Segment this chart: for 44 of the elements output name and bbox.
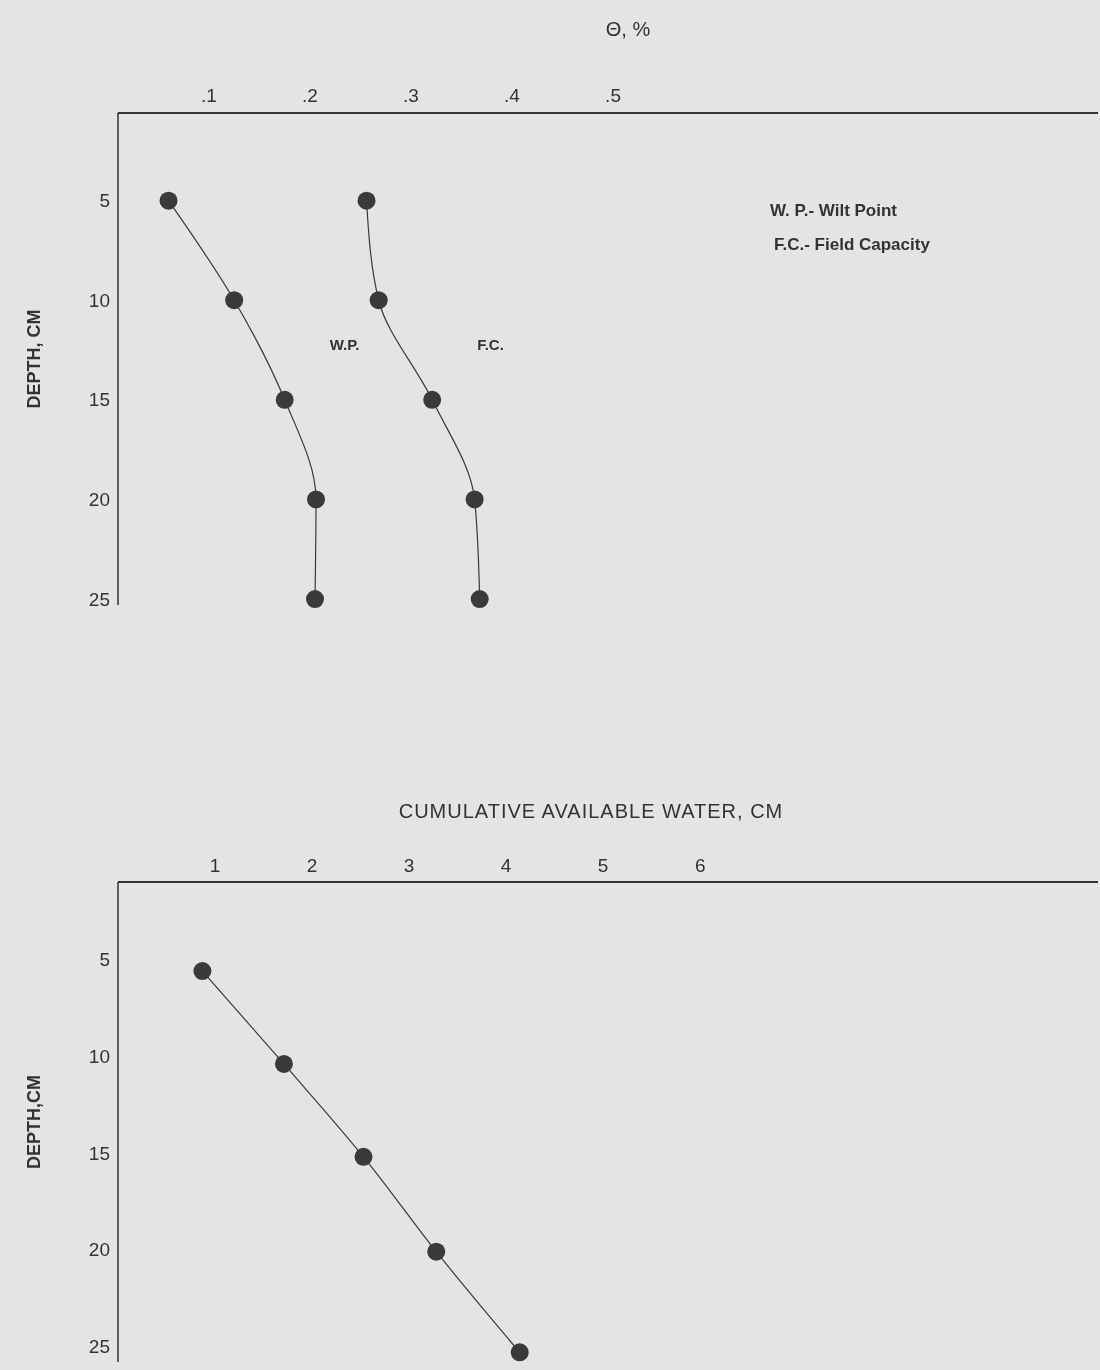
point xyxy=(427,1242,446,1261)
point xyxy=(274,1054,293,1073)
point xyxy=(307,490,326,509)
text: W.P. xyxy=(329,336,360,354)
x-tick-label: 5 xyxy=(597,855,609,876)
point xyxy=(159,191,178,210)
x-axis-title: Θ, % xyxy=(605,18,651,40)
y-tick-label: 15 xyxy=(88,389,110,411)
x-tick-label: .5 xyxy=(605,85,621,106)
x-tick-label: 6 xyxy=(694,855,706,876)
point xyxy=(193,962,212,981)
y-axis-title: DEPTH,CM xyxy=(24,1075,44,1169)
x-tick-label: .2 xyxy=(302,85,318,106)
y-tick-label: 25 xyxy=(88,588,110,610)
x-tick-label: .3 xyxy=(403,85,419,106)
text: F.C. xyxy=(477,336,504,354)
point xyxy=(510,1343,529,1362)
y-tick-label: 5 xyxy=(99,949,110,971)
point xyxy=(465,490,484,509)
x-axis-title: CUMULATIVE AVAILABLE WATER, CM xyxy=(398,800,784,822)
y-axis-title: DEPTH, CM xyxy=(24,309,44,409)
annotation: F.C.- Field Capacity xyxy=(774,235,931,254)
x-tick-label: 3 xyxy=(403,855,415,876)
x-tick-label: .1 xyxy=(201,85,217,106)
y-tick-label: 5 xyxy=(99,190,110,212)
y-tick-label: 10 xyxy=(88,1045,110,1067)
point xyxy=(354,1147,373,1166)
point xyxy=(357,191,376,210)
x-tick-label: 1 xyxy=(209,855,221,876)
point xyxy=(423,390,442,409)
y-tick-label: 20 xyxy=(88,1239,110,1261)
point xyxy=(225,291,244,310)
point xyxy=(275,390,294,409)
annotation: W. P.- Wilt Point xyxy=(770,201,898,220)
x-tick-label: .4 xyxy=(504,85,521,106)
y-tick-label: 15 xyxy=(88,1142,110,1164)
y-tick-label: 25 xyxy=(88,1336,110,1358)
point xyxy=(470,590,489,609)
point xyxy=(306,590,325,609)
point xyxy=(369,291,388,310)
x-tick-label: 4 xyxy=(500,855,512,876)
y-tick-label: 20 xyxy=(88,489,110,511)
y-tick-label: 10 xyxy=(88,289,110,311)
x-tick-label: 2 xyxy=(306,855,318,876)
